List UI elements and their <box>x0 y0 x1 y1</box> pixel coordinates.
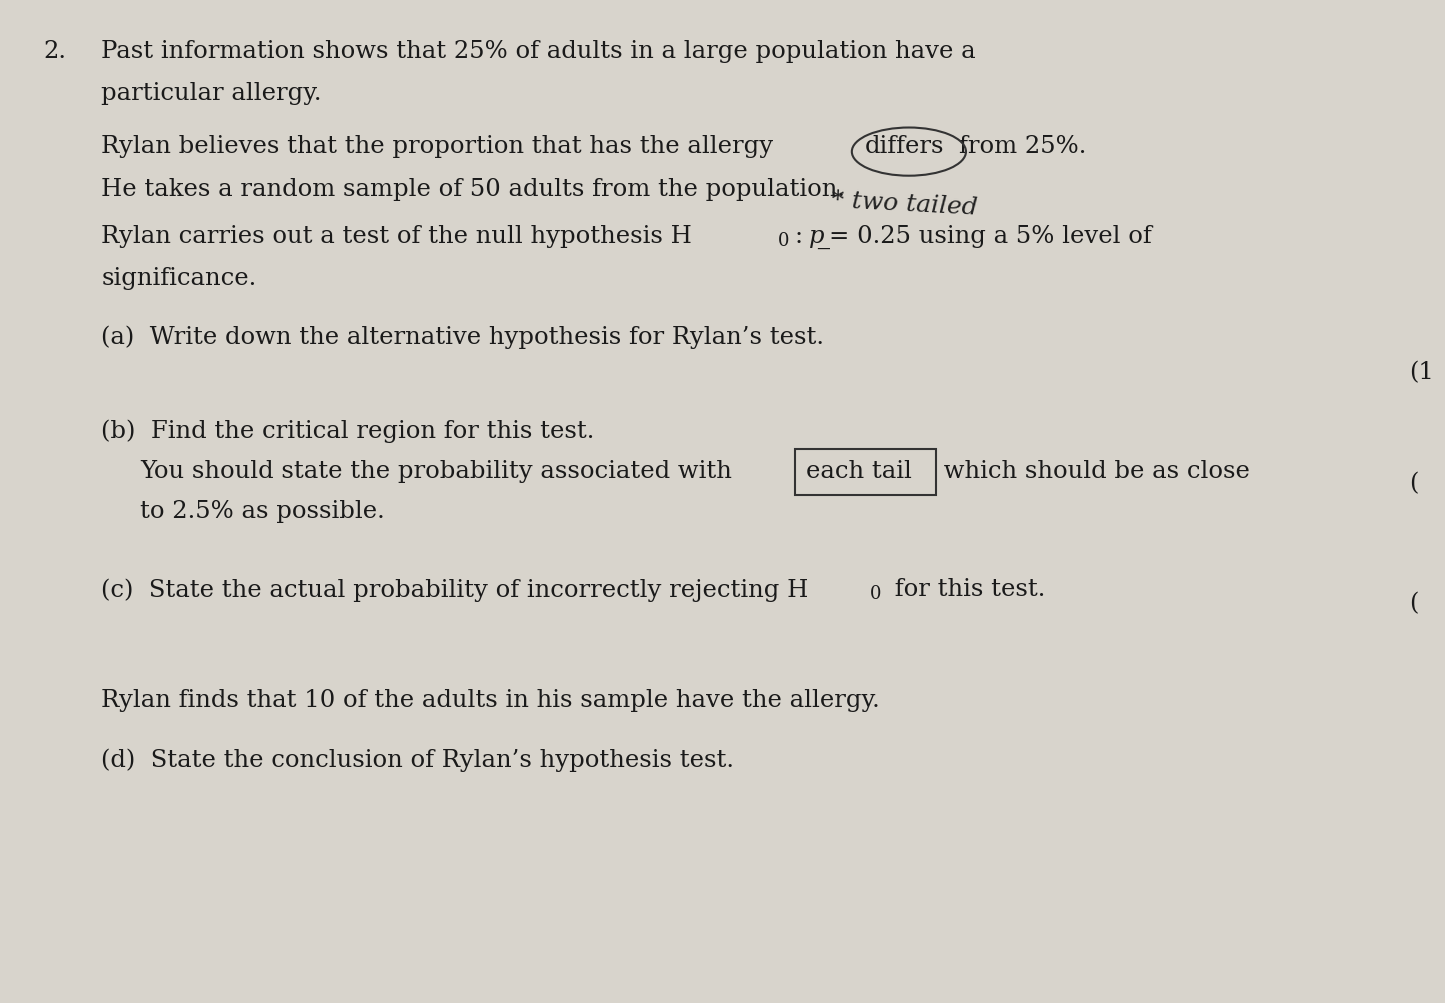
Text: significance.: significance. <box>101 267 256 290</box>
Text: (1: (1 <box>1409 361 1433 384</box>
Text: each tail: each tail <box>806 459 912 482</box>
Text: from 25%.: from 25%. <box>959 134 1087 157</box>
Text: 2.: 2. <box>43 40 66 63</box>
Text: * two tailed: * two tailed <box>831 189 978 220</box>
Text: (c)  State the actual probability of incorrectly rejecting H: (c) State the actual probability of inco… <box>101 578 809 601</box>
Text: Past information shows that 25% of adults in a large population have a: Past information shows that 25% of adult… <box>101 40 975 63</box>
Text: Rylan finds that 10 of the adults in his sample have the allergy.: Rylan finds that 10 of the adults in his… <box>101 688 880 711</box>
Text: differs: differs <box>864 134 945 157</box>
Text: (b)  Find the critical region for this test.: (b) Find the critical region for this te… <box>101 419 594 442</box>
Text: Rylan believes that the proportion that has the allergy: Rylan believes that the proportion that … <box>101 134 773 157</box>
Text: :: : <box>795 225 811 248</box>
Text: for this test.: for this test. <box>887 578 1046 601</box>
Text: (d)  State the conclusion of Rylan’s hypothesis test.: (d) State the conclusion of Rylan’s hypo… <box>101 747 734 770</box>
Text: particular allergy.: particular allergy. <box>101 82 322 105</box>
Text: (a)  Write down the alternative hypothesis for Rylan’s test.: (a) Write down the alternative hypothesi… <box>101 325 824 348</box>
Text: 0: 0 <box>870 585 881 603</box>
Text: He takes a random sample of 50 adults from the population.: He takes a random sample of 50 adults fr… <box>101 178 845 201</box>
Text: which should be as close: which should be as close <box>936 459 1250 482</box>
Text: (: ( <box>1409 471 1418 494</box>
Text: p: p <box>809 225 825 248</box>
Text: Rylan carries out a test of the null hypothesis H: Rylan carries out a test of the null hyp… <box>101 225 692 248</box>
Text: ̲= 0.25 using a 5% level of: ̲= 0.25 using a 5% level of <box>829 225 1152 249</box>
Text: You should state the probability associated with: You should state the probability associa… <box>140 459 733 482</box>
Text: (: ( <box>1409 592 1418 615</box>
Text: 0: 0 <box>777 232 789 250</box>
Text: to 2.5% as possible.: to 2.5% as possible. <box>140 499 384 523</box>
